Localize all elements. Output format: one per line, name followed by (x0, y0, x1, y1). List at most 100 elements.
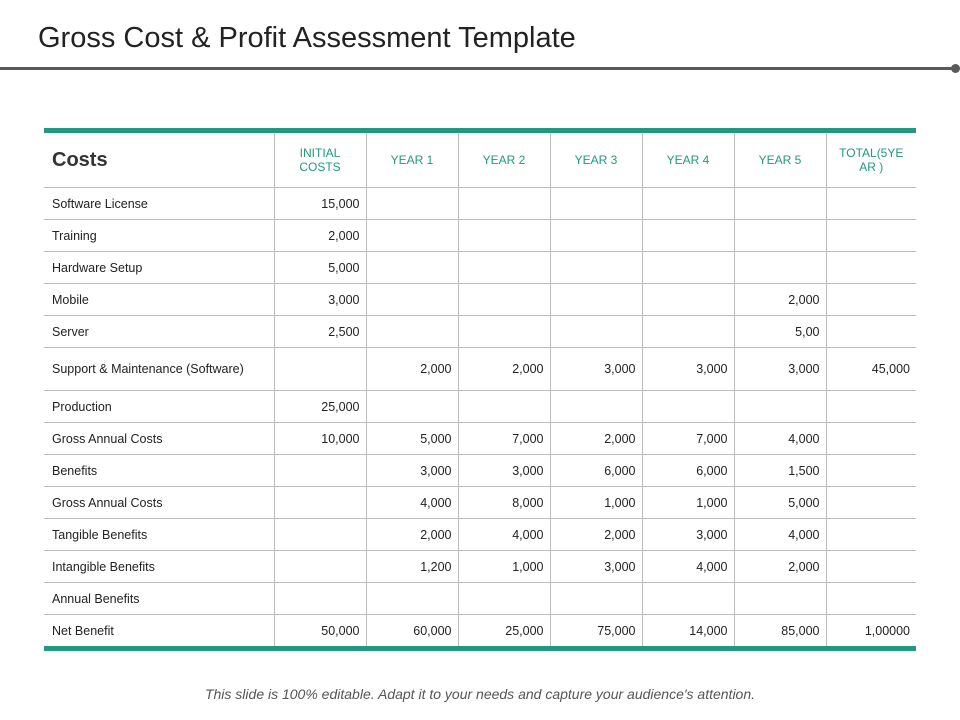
table-cell (825, 390, 916, 423)
table-row: Benefits 3,000 3,000 6,000 6,000 1,500 (44, 454, 916, 487)
table-cell: 5,00 (733, 315, 827, 348)
table-cell: 6,000 (549, 454, 643, 487)
table-cell: 1,000 (457, 550, 551, 583)
table-cell (365, 582, 459, 615)
table-cell: 3,000 (733, 347, 827, 391)
table-row: Training 2,000 (44, 219, 916, 252)
table-cell: 8,000 (457, 486, 551, 519)
table-cell: 2,000 (733, 550, 827, 583)
table-cell: 15,000 (273, 187, 367, 220)
table-cell: 14,000 (641, 614, 735, 649)
table-cell: 10,000 (273, 422, 367, 455)
table-cell: 4,000 (733, 518, 827, 551)
row-label: Tangible Benefits (44, 518, 275, 551)
table-cell (641, 251, 735, 284)
row-label: Intangible Benefits (44, 550, 275, 583)
table-cell: 45,000 (825, 347, 916, 391)
row-label: Server (44, 315, 275, 348)
table-cell (641, 582, 735, 615)
table-cell (825, 187, 916, 220)
table-cell (365, 251, 459, 284)
table-cell: 5,000 (365, 422, 459, 455)
table-cell (733, 251, 827, 284)
table-cell (641, 390, 735, 423)
table-row: Mobile 3,000 2,000 (44, 283, 916, 316)
row-label: Gross Annual Costs (44, 486, 275, 519)
table-cell: 2,000 (273, 219, 367, 252)
table-cell: 3,000 (457, 454, 551, 487)
table-cell: 3,000 (641, 347, 735, 391)
divider-end-dot (951, 64, 960, 73)
row-label: Benefits (44, 454, 275, 487)
table-cell: 25,000 (273, 390, 367, 423)
table-cell: 2,000 (549, 422, 643, 455)
table-cell (825, 518, 916, 551)
table-header-row: Costs INITIAL COSTS YEAR 1 YEAR 2 YEAR 3 YEAR… (44, 130, 916, 188)
footer-note: This slide is 100% editable. Adapt it to… (204, 686, 756, 702)
row-label: Production (44, 390, 275, 423)
table-cell (641, 219, 735, 252)
table-cell: 4,000 (733, 422, 827, 455)
column-header: YEAR 1 (365, 130, 459, 188)
table-cell (825, 283, 916, 316)
table-cell: 1,00000 (825, 614, 916, 649)
cost-assessment-table: Costs INITIAL COSTS YEAR 1 YEAR 2 YEAR 3 YEAR… (44, 128, 916, 651)
title-divider (0, 67, 954, 70)
table-cell: 2,000 (549, 518, 643, 551)
table-cell (549, 219, 643, 252)
table-cell (825, 315, 916, 348)
table-cell: 4,000 (641, 550, 735, 583)
table-cell: 5,000 (733, 486, 827, 519)
table-cell: 1,000 (641, 486, 735, 519)
table-row: Net Benefit 50,000 60,000 25,000 75,000 14,00… (44, 614, 916, 649)
table-cell (825, 422, 916, 455)
table-row: Tangible Benefits 2,000 4,000 2,000 3,000 4,0… (44, 518, 916, 551)
table-cell (457, 390, 551, 423)
table-cell (825, 486, 916, 519)
table-cell (825, 582, 916, 615)
table-cell: 85,000 (733, 614, 827, 649)
table-cell (549, 283, 643, 316)
column-header: YEAR 2 (457, 130, 551, 188)
table-cell (825, 251, 916, 284)
table-cell (457, 219, 551, 252)
table-cell (457, 283, 551, 316)
table-cell (365, 187, 459, 220)
table-cell: 7,000 (641, 422, 735, 455)
table-cell: 3,000 (641, 518, 735, 551)
table-cell: 2,500 (273, 315, 367, 348)
row-label: Mobile (44, 283, 275, 316)
table-cell (273, 454, 367, 487)
row-label: Hardware Setup (44, 251, 275, 284)
table-cell: 6,000 (641, 454, 735, 487)
table-cell (457, 315, 551, 348)
table-cell (457, 582, 551, 615)
table-cell (273, 582, 367, 615)
table-cell: 2,000 (365, 347, 459, 391)
table-cell (641, 315, 735, 348)
table-cell: 7,000 (457, 422, 551, 455)
table-row: Gross Annual Costs 10,000 5,000 7,000 2,000 7… (44, 422, 916, 455)
column-header: YEAR 3 (549, 130, 643, 188)
table-cell (641, 187, 735, 220)
page-title: Gross Cost & Profit Assessment Template (38, 22, 576, 54)
column-header: INITIAL COSTS (273, 130, 367, 188)
table-cell (365, 219, 459, 252)
column-header: YEAR 4 (641, 130, 735, 188)
table-cell: 75,000 (549, 614, 643, 649)
table-row: Support & Maintenance (Software) 2,000 2,0… (44, 347, 916, 391)
table-row: Server 2,500 5,00 (44, 315, 916, 348)
row-label: Support & Maintenance (Software) (44, 347, 275, 391)
table-cell: 25,000 (457, 614, 551, 649)
table-cell (733, 187, 827, 220)
table-cell (549, 582, 643, 615)
table-cell (641, 283, 735, 316)
table-cell (365, 283, 459, 316)
row-label: Net Benefit (44, 614, 275, 649)
row-label: Software License (44, 187, 275, 220)
table-cell: 3,000 (549, 347, 643, 391)
table-cell (457, 251, 551, 284)
table-cell: 3,000 (549, 550, 643, 583)
table-row: Software License 15,000 (44, 187, 916, 220)
table-cell: 4,000 (457, 518, 551, 551)
